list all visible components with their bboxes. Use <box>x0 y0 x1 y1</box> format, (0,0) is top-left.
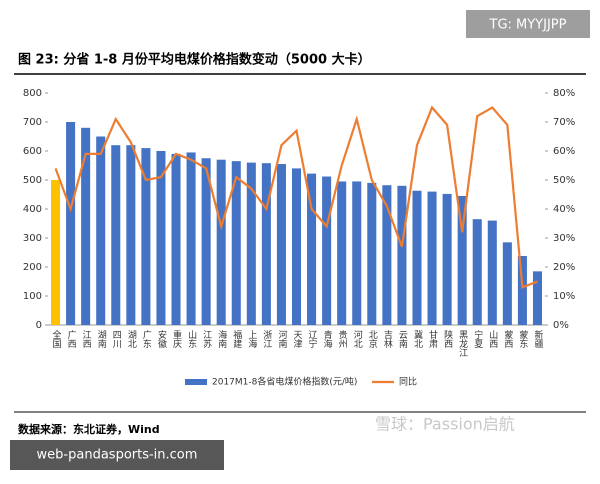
bar <box>412 190 422 325</box>
bar <box>126 145 136 325</box>
bar <box>457 195 467 325</box>
bar <box>337 181 347 325</box>
source: 数据来源：东北证券，Wind <box>18 422 160 436</box>
y-tick-label: 700 <box>23 117 42 128</box>
y-tick-label: 400 <box>23 204 42 215</box>
bar <box>261 163 271 325</box>
bar <box>487 220 497 325</box>
bar <box>171 153 181 325</box>
bar <box>472 219 482 325</box>
bar <box>291 168 302 325</box>
x-tick-label: 冀北 <box>412 329 423 349</box>
x-tick-label: 上海 <box>246 330 257 349</box>
bar <box>51 180 61 325</box>
bar <box>276 164 286 325</box>
x-tick-label: 蒙东 <box>517 329 528 348</box>
x-tick-label: 云南 <box>397 330 408 348</box>
bar <box>66 122 76 325</box>
bar <box>111 145 121 325</box>
y2-tick-label: 30% <box>553 233 575 244</box>
bar <box>81 127 91 325</box>
x-tick-label: 天津 <box>292 330 303 349</box>
bar <box>156 151 166 325</box>
bar <box>96 136 106 325</box>
bar <box>367 182 377 325</box>
y2-tick-label: 10% <box>553 291 575 302</box>
x-tick-label: 四川 <box>111 330 122 348</box>
bar <box>246 162 256 325</box>
x-tick-label: 蒙西 <box>502 329 513 349</box>
x-tick-label: 江苏 <box>201 330 212 349</box>
bar <box>397 185 407 325</box>
bar <box>442 193 452 325</box>
x-tick-label: 湖南 <box>96 330 107 348</box>
y-tick-label: 600 <box>23 146 42 157</box>
x-tick-label: 贵州 <box>337 329 348 348</box>
bar <box>322 176 332 325</box>
bar <box>201 158 211 325</box>
y-tick-label: 200 <box>23 262 42 273</box>
x-tick-label: 江西 <box>81 330 92 349</box>
y-tick-label: 300 <box>23 233 42 244</box>
y-tick-label: 0 <box>36 320 42 331</box>
bar <box>216 159 226 325</box>
x-tick-label: 湖北 <box>126 330 137 349</box>
site: web-pandasports-in.com <box>37 448 198 463</box>
bar <box>532 271 542 325</box>
y2-tick-label: 80% <box>553 88 575 99</box>
bar <box>382 185 392 325</box>
legend-label: 2017M1-8各省电煤价格指数(元/吨) <box>212 376 357 388</box>
legend-swatch <box>185 379 207 385</box>
tag-box <box>466 10 590 38</box>
y2-tick-label: 50% <box>553 175 575 186</box>
x-tick-label: 广东 <box>141 329 152 348</box>
x-tick-label: 黑龙江 <box>457 330 468 358</box>
x-tick-label: 新疆 <box>532 329 543 349</box>
bar <box>502 242 512 325</box>
x-tick-label: 宁夏 <box>472 329 483 348</box>
x-tick-label: 青海 <box>322 329 333 349</box>
x-tick-label: 全国 <box>51 329 62 349</box>
line <box>54 105 538 289</box>
tag: TG: MYYJJPP <box>489 18 567 33</box>
bar <box>141 148 151 325</box>
x-tick-label: 广西 <box>66 329 77 349</box>
x-tick-label: 辽宁 <box>307 330 318 348</box>
x-tick-label: 河北 <box>352 329 363 349</box>
bar <box>307 173 317 325</box>
bar <box>352 181 362 325</box>
x-tick-label: 重庆 <box>171 329 182 349</box>
bar <box>231 161 241 325</box>
bar <box>186 152 196 325</box>
x-tick-label: 陕西 <box>442 329 453 349</box>
x-tick-label: 吉林 <box>382 330 393 349</box>
y-tick-label: 500 <box>23 175 42 186</box>
x-tick-label: 山西 <box>487 330 498 349</box>
x-tick-label: 北京 <box>367 330 378 349</box>
x-tick-label: 海南 <box>216 329 227 348</box>
chart-title: 图 23: 分省 1-8 月份平均电煤价格指数变动（5000 大卡） <box>18 52 371 68</box>
x-tick-label: 福建 <box>231 329 242 349</box>
y2-tick-label: 70% <box>553 117 575 128</box>
y-tick-label: 800 <box>23 88 42 99</box>
bar <box>427 191 437 325</box>
y2-tick-label: 60% <box>553 146 575 157</box>
x-tick-label: 河南 <box>276 329 287 348</box>
y2-tick-label: 0% <box>553 320 569 331</box>
x-tick-label: 山东 <box>186 330 197 348</box>
y2-tick-label: 40% <box>553 204 575 215</box>
legend-label: 同比 <box>399 376 417 388</box>
y-tick-label: 100 <box>23 291 42 302</box>
x-tick-label: 甘肃 <box>427 329 438 349</box>
y2-tick-label: 20% <box>553 262 575 273</box>
site-box <box>10 440 224 470</box>
x-tick-label: 安徽 <box>156 329 167 349</box>
x-tick-label: 浙江 <box>261 329 272 349</box>
bar <box>517 255 527 325</box>
watermark: 雪球：Passion启航 <box>375 415 515 434</box>
